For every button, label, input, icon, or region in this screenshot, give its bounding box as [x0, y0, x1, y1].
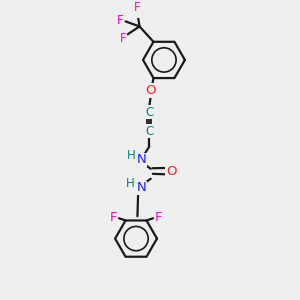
Text: F: F [154, 211, 162, 224]
Text: O: O [166, 165, 177, 178]
Text: F: F [110, 211, 118, 224]
Text: F: F [117, 14, 124, 27]
Text: H: H [126, 177, 135, 190]
Text: F: F [120, 32, 127, 45]
Text: C: C [145, 124, 153, 138]
Text: C: C [145, 106, 153, 118]
Text: N: N [136, 153, 146, 167]
Text: N: N [136, 181, 146, 194]
Text: O: O [146, 84, 156, 97]
Text: H: H [127, 149, 135, 162]
Text: F: F [134, 1, 141, 14]
